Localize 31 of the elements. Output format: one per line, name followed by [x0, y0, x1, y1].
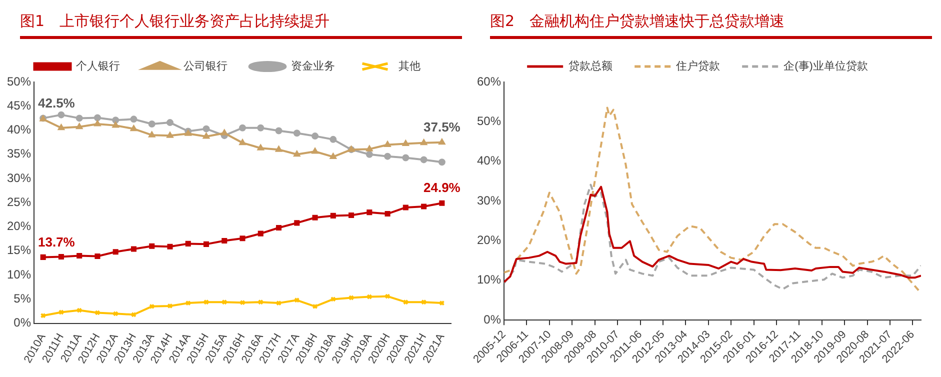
legend-label: 公司银行 — [184, 60, 228, 73]
legend-label: 住户贷款 — [676, 60, 720, 73]
y-tick-label: 10% — [6, 267, 32, 282]
y-tick-label: 5% — [14, 292, 32, 306]
y-tick-label: 60% — [476, 74, 502, 88]
y-tick-label: 50% — [476, 114, 502, 128]
annotation: 37.5% — [424, 119, 461, 134]
y-tick-label: 45% — [6, 98, 32, 112]
legend-label: 其他 — [398, 60, 420, 73]
chart-title: 图2 金融机构住户贷款增速快于总贷款增速 — [490, 6, 932, 39]
legend-label: 企(事)业单位贷款 — [784, 60, 868, 73]
legend-label: 个人银行 — [76, 60, 120, 73]
legend-label: 资金业务 — [291, 60, 335, 73]
y-tick-label: 50% — [6, 74, 32, 88]
annotation: 42.5% — [38, 95, 76, 110]
chart-title: 图1 上市银行个人银行业务资产占比持续提升 — [20, 6, 462, 39]
y-tick-label: 10% — [476, 272, 502, 287]
y-tick-label: 30% — [6, 170, 32, 185]
y-tick-label: 40% — [476, 154, 502, 168]
y-tick-label: 0% — [484, 312, 502, 326]
legend-label: 贷款总额 — [568, 60, 613, 73]
y-tick-label: 40% — [6, 122, 32, 137]
y-tick-label: 30% — [476, 193, 502, 208]
y-tick-label: 35% — [6, 146, 32, 161]
y-tick-label: 20% — [476, 233, 502, 248]
y-tick-label: 15% — [6, 243, 32, 258]
y-tick-label: 0% — [14, 316, 32, 330]
y-tick-label: 20% — [6, 219, 32, 234]
annotation: 24.9% — [424, 180, 461, 196]
y-tick-label: 25% — [6, 194, 32, 209]
annotation: 13.7% — [38, 234, 76, 250]
